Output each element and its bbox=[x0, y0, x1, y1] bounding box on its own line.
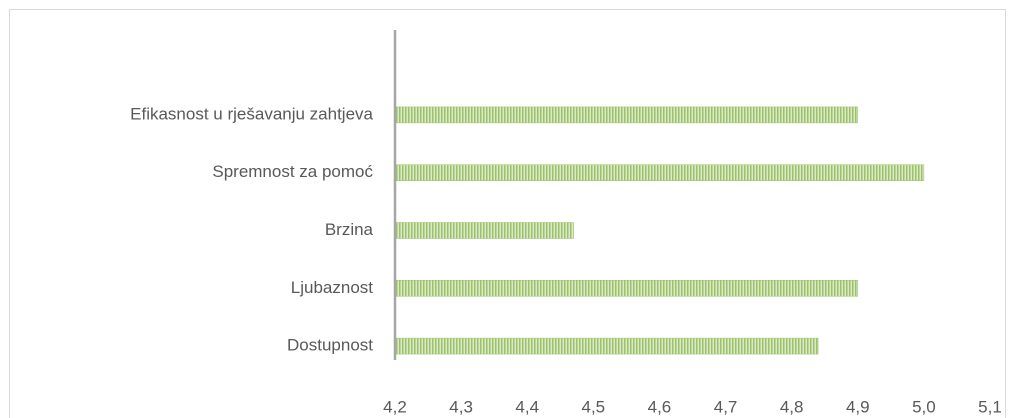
y-tick-label: Spremnost za pomoć bbox=[212, 162, 373, 181]
x-tick-label: 5,0 bbox=[912, 397, 936, 416]
x-tick-label: 4,7 bbox=[714, 397, 738, 416]
bar bbox=[394, 337, 819, 355]
y-tick-label: Ljubaznost bbox=[291, 278, 374, 297]
x-tick-label: 4,2 bbox=[383, 397, 407, 416]
x-tick-label: 5,1 bbox=[978, 397, 1002, 416]
x-tick-label: 4,4 bbox=[515, 397, 539, 416]
x-tick-label: 4,6 bbox=[648, 397, 672, 416]
chart-border bbox=[9, 9, 1006, 418]
x-tick-label: 4,9 bbox=[846, 397, 870, 416]
y-tick-label: Efikasnost u rješavanju zahtjeva bbox=[130, 104, 373, 123]
y-tick-label: Brzina bbox=[325, 220, 374, 239]
bar bbox=[394, 106, 859, 124]
bar bbox=[394, 222, 574, 239]
bar bbox=[394, 280, 859, 297]
bar bbox=[394, 164, 925, 181]
y-tick-label: Dostupnost bbox=[287, 336, 373, 355]
x-tick-label: 4,5 bbox=[582, 397, 606, 416]
x-tick-label: 4,3 bbox=[449, 397, 473, 416]
x-tick-label: 4,8 bbox=[780, 397, 804, 416]
